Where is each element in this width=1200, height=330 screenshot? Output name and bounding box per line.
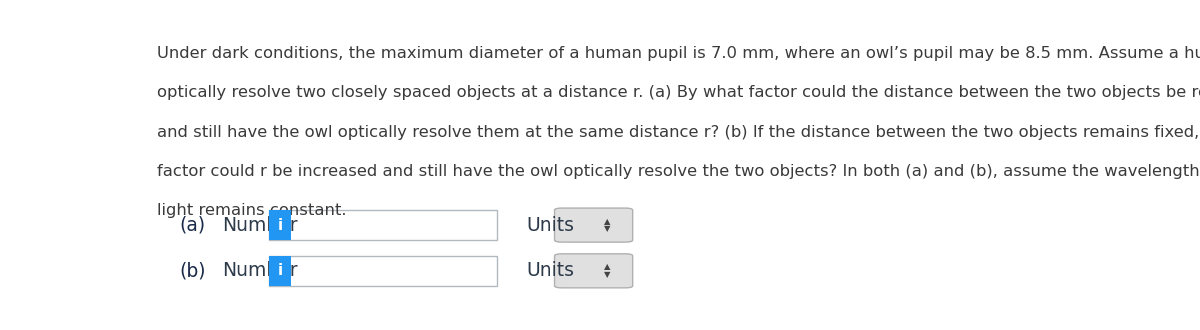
Bar bbox=[269, 210, 292, 240]
FancyBboxPatch shape bbox=[554, 208, 632, 242]
Text: ▼: ▼ bbox=[605, 270, 611, 279]
Text: optically resolve two closely spaced objects at a distance r. (a) By what factor: optically resolve two closely spaced obj… bbox=[157, 85, 1200, 100]
FancyBboxPatch shape bbox=[269, 210, 497, 240]
Text: Number: Number bbox=[222, 261, 298, 280]
Text: (a): (a) bbox=[180, 215, 206, 235]
Text: i: i bbox=[277, 217, 283, 233]
Text: i: i bbox=[277, 263, 283, 278]
Bar bbox=[269, 256, 292, 286]
Text: Under dark conditions, the maximum diameter of a human pupil is 7.0 mm, where an: Under dark conditions, the maximum diame… bbox=[157, 46, 1200, 61]
Text: ▲: ▲ bbox=[605, 262, 611, 272]
Text: factor could r be increased and still have the owl optically resolve the two obj: factor could r be increased and still ha… bbox=[157, 164, 1200, 179]
FancyBboxPatch shape bbox=[554, 254, 632, 288]
Text: (b): (b) bbox=[180, 261, 206, 280]
Text: and still have the owl optically resolve them at the same distance r? (b) If the: and still have the owl optically resolve… bbox=[157, 125, 1200, 140]
Text: light remains constant.: light remains constant. bbox=[157, 204, 347, 218]
FancyBboxPatch shape bbox=[269, 256, 497, 286]
Text: Units: Units bbox=[527, 261, 575, 280]
Text: ▼: ▼ bbox=[605, 224, 611, 234]
Text: ▲: ▲ bbox=[605, 217, 611, 226]
Text: Number: Number bbox=[222, 215, 298, 235]
Text: Units: Units bbox=[527, 215, 575, 235]
